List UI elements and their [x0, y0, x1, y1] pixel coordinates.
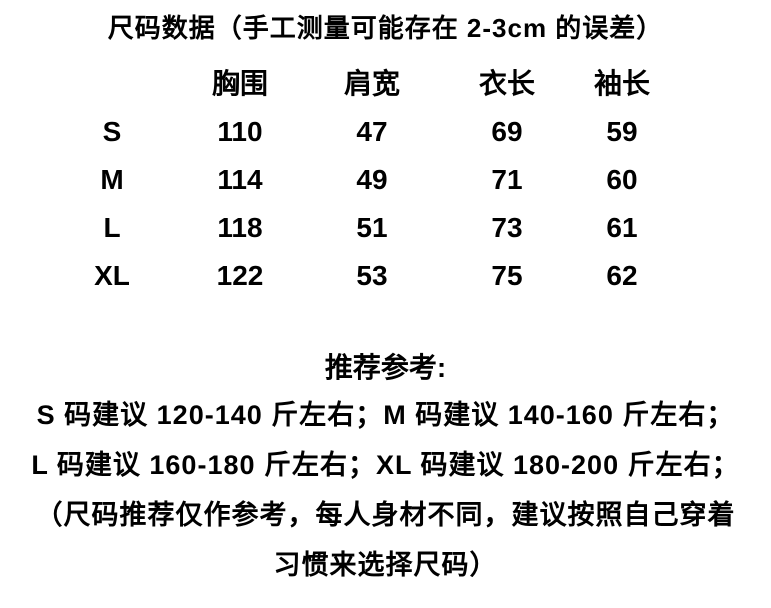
cell-m-chest: 114	[217, 164, 263, 195]
cell-m-shoulder: 49	[356, 164, 388, 195]
column-header-shoulder: 肩宽	[343, 68, 400, 99]
page-title: 尺码数据（手工测量可能存在 2-3cm 的误差）	[107, 13, 664, 43]
cell-xl-length: 75	[491, 260, 523, 291]
cell-s-shoulder: 47	[356, 116, 388, 147]
cell-xl-sleeve: 62	[606, 260, 638, 291]
cell-l-sleeve: 61	[606, 212, 638, 243]
recommendation-line-l-xl: L 码建议 160-180 斤左右；XL 码建议 180-200 斤左右；	[31, 450, 740, 480]
cell-s-chest: 110	[217, 116, 263, 147]
cell-m-length: 71	[491, 164, 523, 195]
cell-l-length: 73	[491, 212, 523, 243]
recommendation-heading: 推荐参考:	[324, 352, 447, 383]
size-table: 胸围 肩宽 衣长 袖长 S 110 47 69 59 M 114 49 71 6…	[30, 60, 771, 300]
column-header-length: 衣长	[478, 68, 535, 99]
cell-xl-shoulder: 53	[356, 260, 388, 291]
recommendation-note-line-1: （尺码推荐仅作参考，每人身材不同，建议按照自己穿着	[35, 500, 736, 530]
row-label-m: M	[100, 164, 124, 195]
row-label-l: L	[103, 212, 121, 243]
row-label-xl: XL	[94, 260, 130, 291]
cell-s-sleeve: 59	[606, 116, 638, 147]
recommendation-section: 推荐参考: S 码建议 120-140 斤左右；M 码建议 140-160 斤左…	[0, 346, 771, 590]
recommendation-note-line-2: 习惯来选择尺码）	[273, 550, 498, 580]
corner-cell	[30, 60, 194, 108]
column-header-sleeve: 袖长	[593, 68, 650, 99]
cell-l-shoulder: 51	[356, 212, 388, 243]
cell-m-sleeve: 60	[606, 164, 638, 195]
recommendation-line-s-m: S 码建议 120-140 斤左右；M 码建议 140-160 斤左右；	[36, 400, 735, 430]
cell-xl-chest: 122	[216, 260, 264, 291]
column-header-chest: 胸围	[211, 68, 268, 99]
row-label-s: S	[102, 116, 122, 147]
cell-l-chest: 118	[217, 212, 263, 243]
cell-s-length: 69	[491, 116, 523, 147]
